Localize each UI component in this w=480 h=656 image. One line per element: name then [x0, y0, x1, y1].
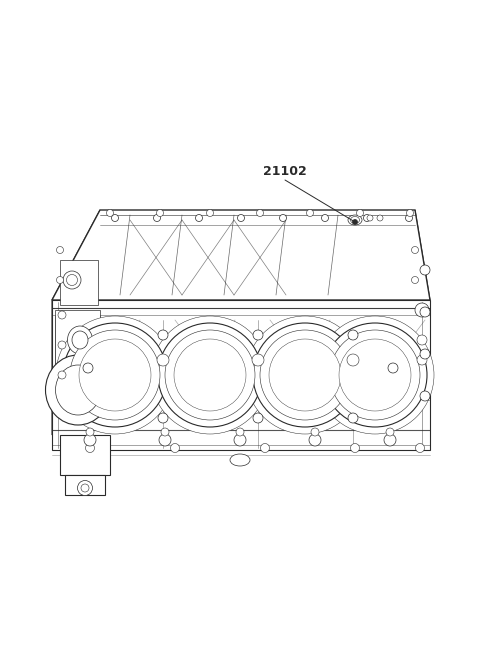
- Ellipse shape: [70, 330, 160, 420]
- Ellipse shape: [230, 454, 250, 466]
- Ellipse shape: [84, 434, 96, 446]
- Ellipse shape: [279, 215, 287, 222]
- Ellipse shape: [348, 215, 362, 225]
- Ellipse shape: [420, 307, 430, 317]
- Ellipse shape: [159, 434, 171, 446]
- Ellipse shape: [367, 215, 373, 221]
- Ellipse shape: [253, 323, 357, 427]
- Ellipse shape: [388, 363, 398, 373]
- Ellipse shape: [67, 274, 77, 285]
- Ellipse shape: [83, 363, 93, 373]
- Ellipse shape: [311, 428, 319, 436]
- Polygon shape: [65, 475, 105, 495]
- Ellipse shape: [384, 434, 396, 446]
- Ellipse shape: [406, 215, 412, 222]
- Polygon shape: [52, 210, 430, 300]
- Ellipse shape: [236, 428, 244, 436]
- Ellipse shape: [107, 209, 113, 216]
- Ellipse shape: [234, 434, 246, 446]
- Ellipse shape: [161, 428, 169, 436]
- Ellipse shape: [253, 413, 263, 423]
- Ellipse shape: [63, 323, 167, 427]
- Ellipse shape: [417, 335, 427, 345]
- Polygon shape: [415, 210, 430, 450]
- Ellipse shape: [63, 271, 81, 289]
- Ellipse shape: [420, 265, 430, 275]
- Polygon shape: [52, 300, 430, 450]
- Ellipse shape: [72, 331, 88, 349]
- Ellipse shape: [260, 330, 350, 420]
- Ellipse shape: [416, 443, 424, 453]
- Ellipse shape: [151, 316, 269, 434]
- Ellipse shape: [347, 354, 359, 366]
- Ellipse shape: [322, 215, 328, 222]
- Ellipse shape: [252, 354, 264, 366]
- Ellipse shape: [420, 349, 430, 359]
- Ellipse shape: [261, 443, 269, 453]
- Polygon shape: [60, 435, 110, 475]
- Ellipse shape: [357, 209, 363, 216]
- Polygon shape: [55, 310, 100, 365]
- Ellipse shape: [81, 484, 89, 492]
- Ellipse shape: [417, 355, 427, 365]
- Ellipse shape: [170, 443, 180, 453]
- Ellipse shape: [68, 326, 93, 354]
- Ellipse shape: [85, 443, 95, 453]
- Ellipse shape: [111, 215, 119, 222]
- Ellipse shape: [256, 209, 264, 216]
- Ellipse shape: [165, 330, 255, 420]
- Ellipse shape: [407, 209, 413, 216]
- Ellipse shape: [58, 311, 66, 319]
- Ellipse shape: [246, 316, 364, 434]
- Ellipse shape: [350, 216, 360, 224]
- Ellipse shape: [348, 330, 358, 340]
- Ellipse shape: [158, 330, 168, 340]
- Ellipse shape: [386, 428, 394, 436]
- Ellipse shape: [57, 276, 63, 283]
- Ellipse shape: [195, 215, 203, 222]
- Polygon shape: [60, 260, 98, 305]
- Ellipse shape: [316, 316, 434, 434]
- Ellipse shape: [206, 209, 214, 216]
- Circle shape: [352, 220, 358, 224]
- Ellipse shape: [56, 316, 174, 434]
- Ellipse shape: [57, 247, 63, 253]
- Polygon shape: [55, 315, 100, 380]
- Ellipse shape: [157, 354, 169, 366]
- Ellipse shape: [348, 413, 358, 423]
- Ellipse shape: [377, 215, 383, 221]
- Ellipse shape: [339, 339, 411, 411]
- Ellipse shape: [154, 215, 160, 222]
- Ellipse shape: [77, 480, 93, 495]
- Ellipse shape: [330, 330, 420, 420]
- Text: 21102: 21102: [263, 165, 307, 178]
- Ellipse shape: [420, 391, 430, 401]
- Ellipse shape: [415, 303, 429, 317]
- Ellipse shape: [411, 276, 419, 283]
- Ellipse shape: [158, 323, 262, 427]
- Ellipse shape: [411, 247, 419, 253]
- Ellipse shape: [56, 365, 100, 415]
- Ellipse shape: [79, 339, 151, 411]
- Ellipse shape: [158, 413, 168, 423]
- Ellipse shape: [307, 209, 313, 216]
- Ellipse shape: [156, 209, 164, 216]
- Ellipse shape: [58, 371, 66, 379]
- Ellipse shape: [238, 215, 244, 222]
- Polygon shape: [52, 210, 100, 435]
- Ellipse shape: [58, 341, 66, 349]
- Ellipse shape: [269, 339, 341, 411]
- Ellipse shape: [46, 355, 110, 425]
- Ellipse shape: [174, 339, 246, 411]
- Ellipse shape: [86, 428, 94, 436]
- Ellipse shape: [323, 323, 427, 427]
- Ellipse shape: [350, 443, 360, 453]
- Ellipse shape: [309, 434, 321, 446]
- Ellipse shape: [253, 330, 263, 340]
- Ellipse shape: [363, 215, 371, 222]
